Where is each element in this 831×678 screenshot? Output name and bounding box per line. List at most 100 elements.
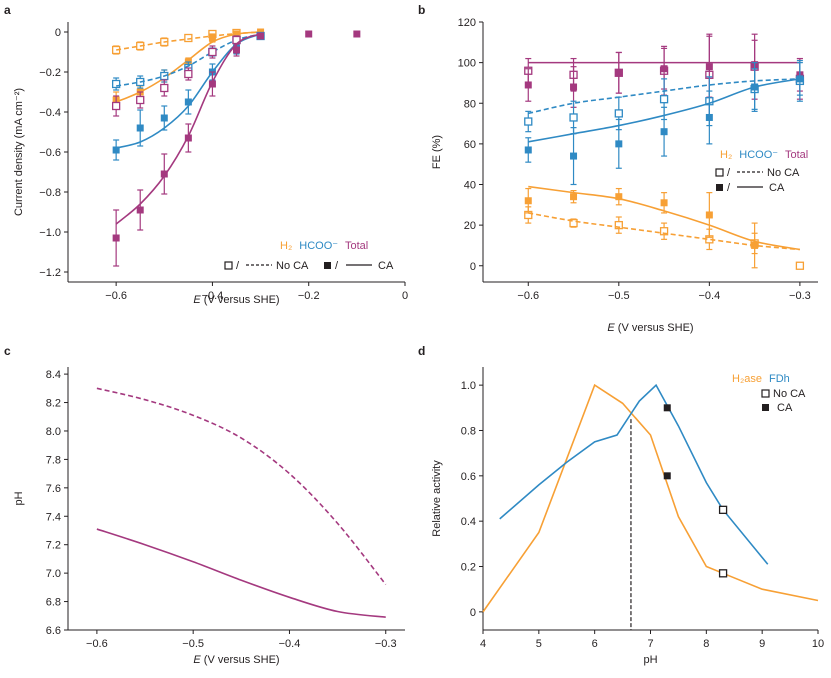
panel-b-h2-ca-points-point xyxy=(660,199,668,207)
legend-noca-label: No CA xyxy=(276,260,309,272)
panel-a-total-ca-points-point xyxy=(136,206,144,214)
panel-b-formate-ca-points-point xyxy=(705,113,713,121)
legend-filled-square-marker xyxy=(716,184,723,191)
panel-c-y-tick-label: 8.0 xyxy=(46,426,61,438)
panel-a-total-no-ca-points-point xyxy=(136,95,145,105)
panel-c-x-tick-label: −0.4 xyxy=(279,638,301,650)
panel-a-total-no-ca-points-point xyxy=(160,83,169,93)
panel-b-formate-ca-points-point xyxy=(524,146,532,154)
legend-ca-label: CA xyxy=(769,182,785,194)
legend-ca-label: CA xyxy=(378,260,394,272)
legend-noca-label: No CA xyxy=(767,167,800,179)
panel-a-formate-no-ca-points-point xyxy=(111,79,121,89)
panel-d: 4 5 6 7 8 9 10 0 0.2 0.4 0.6 0.8 1.0 pH Relative activ… xyxy=(431,367,824,666)
panel-a: −0.6 −0.4 −0.2 0 0 −0.2 −0.4 −0.6 −0.8 −1.0 −1.2 E … xyxy=(13,22,408,306)
panel-d-marks: 4 5 6 7 8 9 10 0 0.2 0.4 0.6 0.8 1.0 pH Relative activ… xyxy=(431,367,824,666)
svg-text:H₂ HCOO⁻ Total: H₂ HCOO⁻ Total xyxy=(280,240,368,252)
legend-sep-a2: / xyxy=(335,260,339,272)
panel-b-total-ca-points-point xyxy=(705,63,713,71)
svg-text:H₂ase FDh: H₂ase FDh xyxy=(732,373,790,385)
panel-b-formate-no-ca-points-point xyxy=(569,113,578,122)
panel-d-x-tick-label: 7 xyxy=(647,638,653,650)
panel-a-x-tick-label: −0.6 xyxy=(105,290,127,302)
panel-c-y-tick-label: 7.4 xyxy=(46,511,61,523)
panel-b-h2-ca-points-point xyxy=(705,211,713,219)
panel-d-x-tick-label: 9 xyxy=(759,638,765,650)
panel-b-x-tick-label: −0.4 xyxy=(698,290,720,302)
legend-filled-square-marker xyxy=(324,262,331,269)
panel-c-y-tick-label: 6.6 xyxy=(46,625,61,637)
panel-c-x-tick-label: −0.3 xyxy=(375,638,397,650)
legend-sep-a1: / xyxy=(236,260,240,272)
panel-b-total-ca-points-point xyxy=(524,81,532,89)
panel-d-x-tick-label: 4 xyxy=(480,638,486,650)
panel-a-total-no-ca-points-point xyxy=(111,101,121,111)
panel-c-marks: −0.6 −0.5 −0.4 −0.3 6.6 6.8 7.0 7.2 7.4 7.6 7.8 8.0… xyxy=(13,367,405,666)
panel-d-x-tick-label: 5 xyxy=(536,638,542,650)
panel-a-x-axis-label: E (V versus SHE) xyxy=(193,294,279,306)
panel-a-total-ca-points-point xyxy=(353,30,361,38)
panel-d-ca-points-point xyxy=(663,404,671,412)
panel-b-y-tick-label: 120 xyxy=(458,17,476,29)
panel-c-no-ca-line xyxy=(96,387,387,586)
panel-a-y-tick-label: −0.4 xyxy=(39,107,61,119)
panel-a-x-tick-label: −0.2 xyxy=(298,290,320,302)
panel-b-y-tick-label: 20 xyxy=(464,220,476,232)
panel-c-x-axis-label: E (V versus SHE) xyxy=(193,654,279,666)
panel-c-x-tick-label: −0.5 xyxy=(182,638,204,650)
panel-b-y-tick-label: 40 xyxy=(464,180,476,192)
panel-a-marks: −0.6 −0.4 −0.2 0 0 −0.2 −0.4 −0.6 −0.8 −1.0 −1.2 E … xyxy=(13,22,408,306)
panel-d-y-axis-label: Relative activity xyxy=(431,460,443,537)
legend-total-label: Total xyxy=(345,240,368,252)
panel-c-y-tick-label: 8.2 xyxy=(46,398,61,410)
panel-d-x-axis-label: pH xyxy=(643,654,657,666)
panel-b-x-tick-label: −0.5 xyxy=(608,290,630,302)
legend-sep-b1: / xyxy=(727,167,731,179)
panel-b-y-tick-label: 0 xyxy=(470,261,476,273)
panel-b-y-tick-label: 100 xyxy=(458,58,476,70)
panel-b-x-tick-label: −0.3 xyxy=(789,290,811,302)
legend-fdh-label: FDh xyxy=(769,373,790,385)
panel-d-no-ca-points-point xyxy=(718,569,728,578)
panel-b-marks: −0.6 −0.5 −0.4 −0.3 0 20 40 60 80 100 120 E (V vers… xyxy=(431,17,818,334)
legend-open-square-marker xyxy=(715,168,724,177)
panel-b-h2-ca-points-point xyxy=(524,197,532,205)
panel-a-formate-ca-points-point xyxy=(112,146,120,154)
panel-c-y-tick-label: 7.0 xyxy=(46,568,61,580)
panel-b-formate-ca-points-point xyxy=(615,140,623,148)
legend-noca-label: No CA xyxy=(773,388,806,400)
panel-a-total-no-ca-points-point xyxy=(208,47,217,57)
panel-a-y-tick-label: −0.2 xyxy=(39,67,61,79)
legend-sep-b2: / xyxy=(727,182,731,194)
panel-c: −0.6 −0.5 −0.4 −0.3 6.6 6.8 7.0 7.2 7.4 7.6 7.8 8.0… xyxy=(13,367,405,666)
panel-a-formate-ca-points-point xyxy=(136,124,144,132)
panel-label-b: b xyxy=(418,3,425,17)
panel-c-y-tick-label: 7.6 xyxy=(46,483,61,495)
panel-c-y-axis-label: pH xyxy=(13,491,25,505)
panel-b-y-tick-label: 60 xyxy=(464,139,476,151)
panel-a-y-axis-label: Current density (mA cm⁻²) xyxy=(13,88,25,216)
panel-d-y-tick-label: 0.2 xyxy=(461,562,476,574)
panel-d-x-tick-label: 10 xyxy=(812,638,824,650)
panel-a-formate-ca-points-point xyxy=(184,98,192,106)
panel-label-c: c xyxy=(4,344,11,358)
panel-b-h2-no-ca-points-point xyxy=(614,220,623,230)
panel-a-formate-ca-points-point xyxy=(160,114,168,122)
panel-label-a: a xyxy=(4,3,11,17)
legend-formate-label: HCOO⁻ xyxy=(299,240,338,252)
panel-a-total-ca-points-point xyxy=(184,134,192,142)
panel-b-h2-ca-points-point xyxy=(570,193,578,201)
panel-b-h2-no-ca-points-point xyxy=(659,227,669,236)
legend-total-label: Total xyxy=(785,149,808,161)
panel-d-legend: H₂ase FDh No CA CA xyxy=(732,373,806,414)
panel-b-x-axis-label: E (V versus SHE) xyxy=(607,322,693,334)
panel-c-x-tick-label: −0.6 xyxy=(86,638,108,650)
panel-a-total-ca-points-point xyxy=(208,80,216,88)
panel-a-x-tick-label: 0 xyxy=(402,290,408,302)
panel-d-fdh-line xyxy=(499,383,769,565)
panel-a-h2-ca-points-point xyxy=(208,34,216,42)
legend-open-square-marker xyxy=(224,261,233,270)
panel-d-y-tick-label: 0.6 xyxy=(461,471,476,483)
panel-b-total-ca-points-point xyxy=(615,69,623,77)
